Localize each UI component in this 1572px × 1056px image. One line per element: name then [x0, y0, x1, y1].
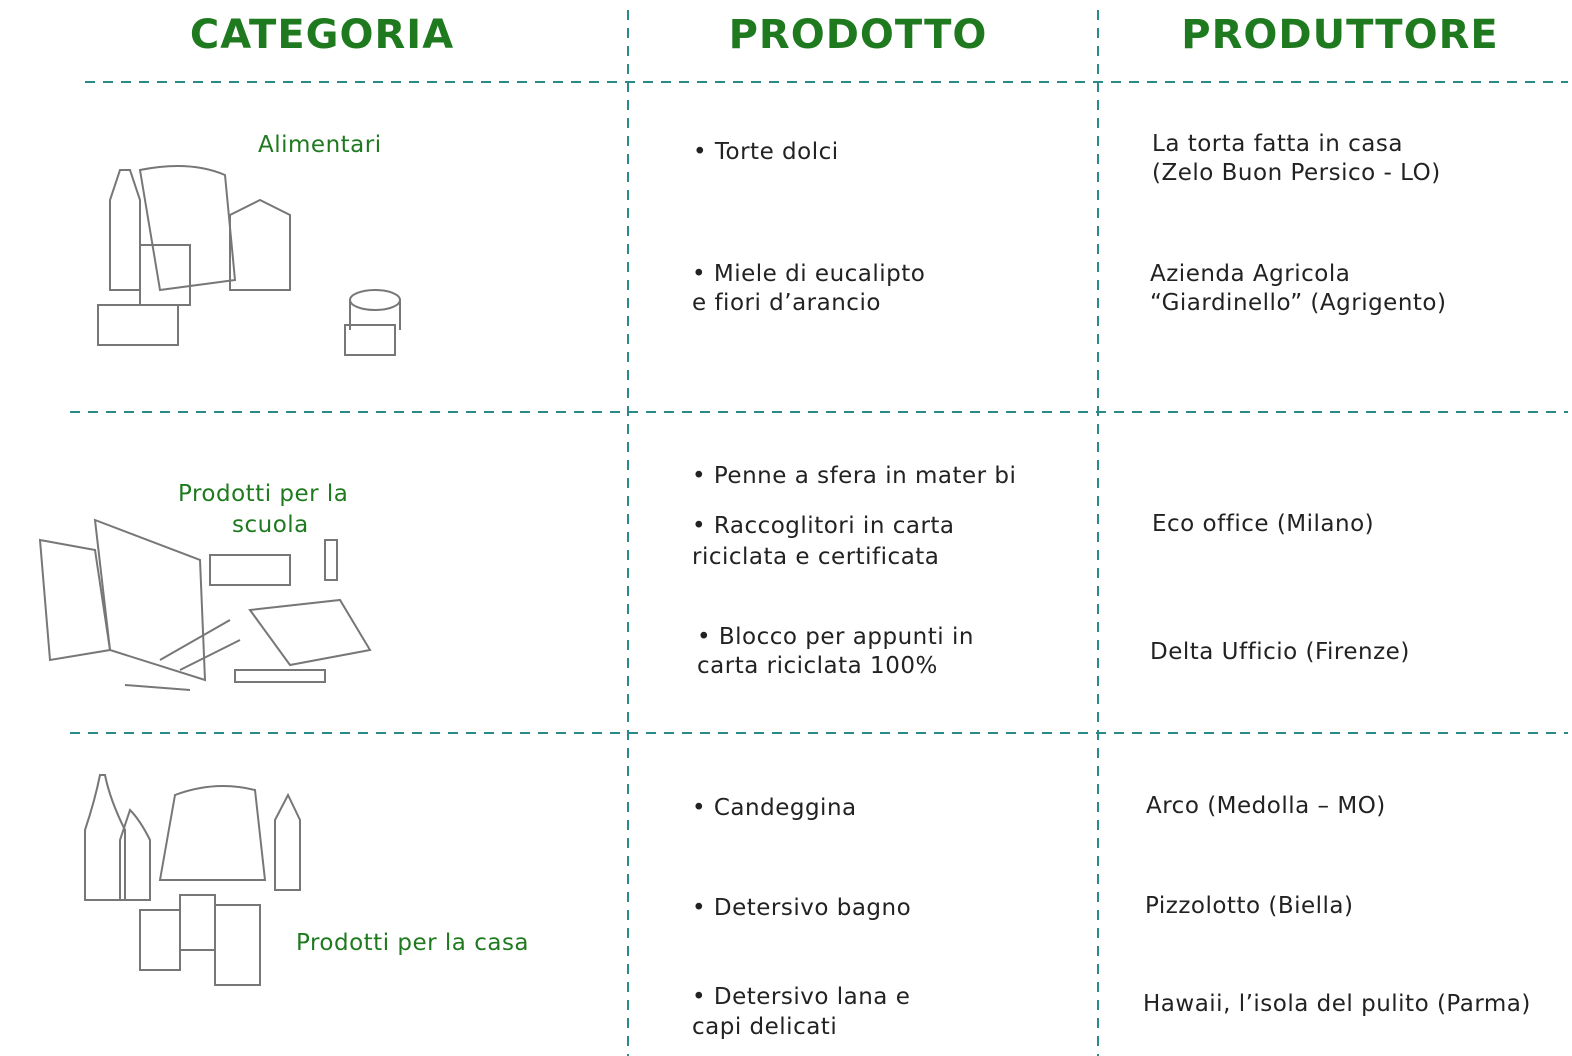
column-header: PRODUTTORE	[1181, 12, 1499, 58]
category: Prodotti per la casa	[296, 930, 530, 956]
producer: La torta fatta in casa	[1152, 131, 1403, 157]
column-header: PRODOTTO	[728, 12, 988, 58]
category: Prodotti per la	[178, 481, 349, 507]
product: carta riciclata 100%	[697, 653, 938, 679]
producer: Pizzolotto (Biella)	[1145, 893, 1354, 919]
product: e fiori d’arancio	[692, 290, 881, 316]
product: • Blocco per appunti in	[697, 624, 974, 650]
product: riciclata e certificata	[692, 544, 940, 570]
product: • Raccoglitori in carta	[692, 513, 955, 539]
product: • Miele di eucalipto	[692, 261, 926, 287]
producer: “Giardinello” (Agrigento)	[1150, 290, 1447, 316]
producer: (Zelo Buon Persico - LO)	[1152, 160, 1441, 186]
category: scuola	[232, 512, 309, 538]
food-sketch	[97, 165, 401, 356]
product: • Detersivo bagno	[692, 895, 912, 921]
product: • Candeggina	[692, 795, 857, 821]
producer: Delta Ufficio (Firenze)	[1150, 639, 1410, 665]
school-sketch	[38, 518, 372, 691]
producer: Eco office (Milano)	[1152, 511, 1375, 537]
product: capi delicati	[692, 1014, 838, 1040]
producer: Hawaii, l’isola del pulito (Parma)	[1143, 991, 1531, 1017]
column-header: CATEGORIA	[189, 12, 455, 58]
dividers	[70, 10, 1568, 1056]
product: • Penne a sfera in mater bi	[692, 463, 1017, 489]
producer: Azienda Agricola	[1150, 261, 1351, 287]
home-sketch	[84, 774, 301, 986]
category: Alimentari	[258, 132, 382, 158]
producer: Arco (Medolla – MO)	[1146, 793, 1386, 819]
product: • Detersivo lana e	[692, 984, 911, 1010]
product: • Torte dolci	[693, 139, 839, 165]
